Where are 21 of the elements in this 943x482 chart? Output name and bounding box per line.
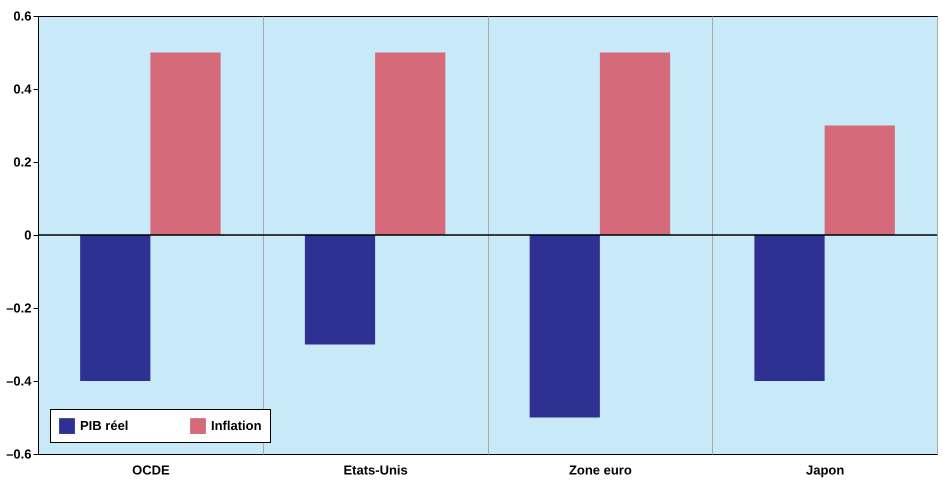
x-tick-label: Japon (806, 462, 844, 478)
y-tick-label: –0.2 (6, 300, 32, 316)
bar (375, 52, 446, 235)
legend-label: PIB réel (80, 418, 128, 434)
y-tick-label: –0.4 (6, 374, 32, 388)
y-tick-label: 0 (24, 228, 32, 242)
y-tick-label: 0.6 (13, 8, 32, 24)
y-tick-label: 0.2 (13, 154, 32, 170)
bar (304, 235, 376, 344)
x-tick-label: OCDE (132, 462, 170, 478)
bar (80, 235, 150, 381)
x-tick-label: Zone euro (568, 462, 632, 478)
y-tick-label: –0.6 (6, 446, 32, 462)
bar (824, 126, 895, 235)
legend-label: Inflation (211, 418, 262, 434)
y-tick-label: 0.4 (13, 82, 32, 96)
bar (150, 52, 221, 235)
x-tick-label: Etats-Unis (343, 462, 408, 478)
bar (600, 52, 670, 235)
bar (754, 235, 825, 381)
bar (530, 235, 600, 418)
